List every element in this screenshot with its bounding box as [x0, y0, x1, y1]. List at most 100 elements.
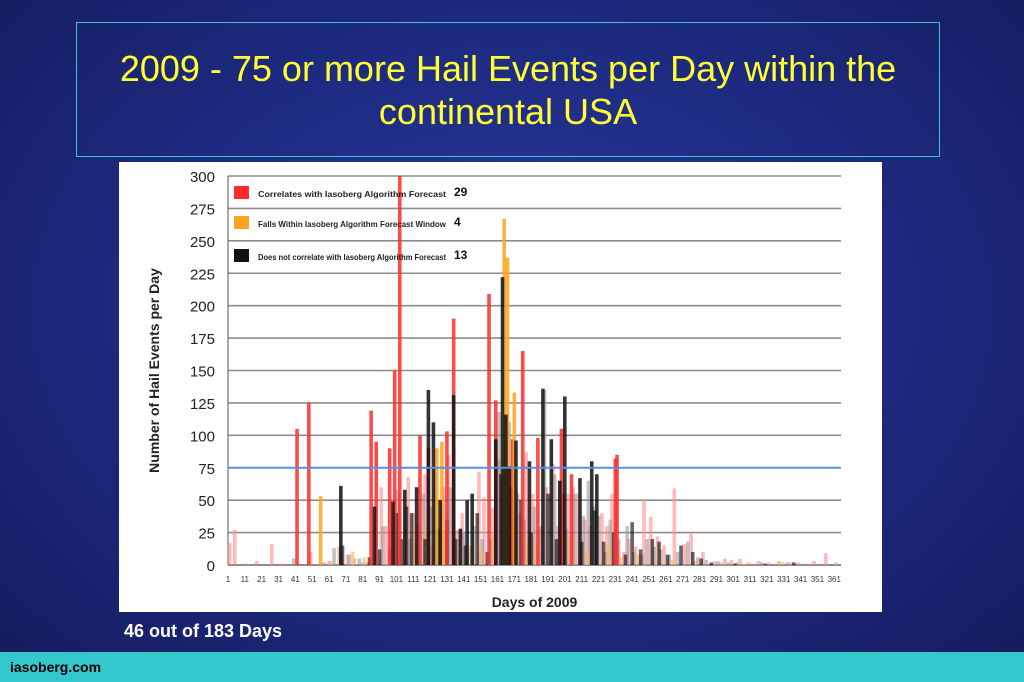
x-tick-label: 341 [794, 575, 808, 584]
bar [650, 539, 655, 565]
bar [670, 559, 675, 565]
bar [788, 562, 793, 565]
bar [421, 493, 426, 565]
bar [771, 563, 776, 565]
bar [595, 474, 599, 565]
bar [719, 562, 724, 565]
y-tick-label: 0 [207, 558, 215, 575]
bar [657, 541, 661, 565]
bar [776, 561, 781, 565]
legend-swatch [234, 186, 249, 199]
x-tick-label: 271 [676, 575, 690, 584]
y-tick-label: 200 [190, 299, 215, 316]
bar [328, 561, 333, 565]
legend-count: 13 [454, 248, 468, 262]
bar [244, 563, 249, 565]
bar [749, 563, 754, 565]
bar [438, 500, 442, 565]
bar [431, 422, 436, 565]
y-tick-label: 275 [190, 201, 215, 218]
bar [532, 506, 537, 565]
bar [586, 480, 591, 565]
bar [685, 541, 690, 565]
bar [350, 552, 355, 565]
footer-bar: iasoberg.com [0, 652, 1024, 682]
bar [524, 452, 528, 565]
bar [569, 474, 574, 565]
x-tick-label: 71 [341, 575, 350, 584]
x-tick-label: 261 [659, 575, 673, 584]
bar [638, 549, 643, 565]
x-tick-label: 11 [241, 575, 250, 584]
bar [426, 389, 431, 565]
bar [699, 558, 704, 565]
bar [482, 497, 486, 565]
bar [465, 500, 469, 565]
bar [797, 562, 801, 565]
bar [362, 557, 367, 565]
legend-count: 4 [454, 215, 461, 229]
x-tick-label: 361 [828, 575, 842, 584]
bar [573, 493, 577, 565]
x-tick-label: 311 [744, 575, 757, 584]
bar [606, 545, 611, 565]
bar [756, 561, 761, 565]
bar [369, 410, 373, 565]
y-tick-label: 125 [190, 396, 215, 413]
x-tick-label: 131 [440, 575, 454, 584]
bar [347, 554, 352, 565]
bar [696, 557, 700, 565]
x-tick-label: 41 [291, 575, 300, 584]
bar [601, 541, 606, 565]
bar [682, 544, 687, 565]
x-tick-label: 321 [760, 575, 774, 584]
legend-count: 29 [454, 185, 468, 199]
title-box: 2009 - 75 or more Hail Events per Day wi… [76, 22, 940, 157]
x-tick-label: 171 [508, 575, 522, 584]
x-tick-label: 221 [592, 575, 606, 584]
bar [391, 501, 395, 565]
x-tick-label: 101 [390, 575, 404, 584]
bar [615, 454, 619, 565]
bar [377, 549, 382, 565]
x-tick-label: 111 [407, 575, 420, 584]
bar [729, 559, 734, 565]
legend-label: Does not correlate with Iasoberg Algorit… [258, 252, 446, 262]
bar [792, 562, 796, 565]
bar [584, 549, 589, 565]
bar [807, 563, 811, 565]
bar [689, 533, 693, 565]
x-tick-label: 281 [693, 575, 707, 584]
x-tick-label: 211 [575, 575, 588, 584]
bar [552, 474, 557, 565]
bar [470, 493, 474, 565]
bar [387, 448, 392, 565]
x-tick-label: 91 [375, 575, 384, 584]
x-tick-label: 81 [358, 575, 367, 584]
bar [679, 545, 683, 565]
bar [546, 493, 550, 565]
bar [554, 539, 559, 565]
bar [541, 388, 545, 565]
x-tick-label: 121 [423, 575, 437, 584]
bar [507, 466, 512, 565]
bar [445, 431, 449, 565]
bar [475, 513, 480, 565]
bar [780, 562, 784, 565]
bar [372, 506, 377, 565]
bar [557, 480, 562, 565]
bar [818, 563, 823, 565]
x-tick-label: 201 [558, 575, 572, 584]
footer-website: iasoberg.com [10, 659, 102, 675]
bar [549, 439, 554, 565]
legend-label: Falls Within Iasoberg Algorithm Forecast… [258, 219, 446, 229]
bar [227, 542, 232, 565]
y-tick-label: 225 [190, 266, 215, 283]
x-tick-label: 31 [274, 575, 283, 584]
y-tick-label: 75 [198, 461, 215, 478]
bar [307, 402, 311, 565]
bar [500, 277, 505, 565]
bar [763, 563, 768, 565]
x-tick-label: 351 [811, 575, 825, 584]
x-tick-label: 241 [625, 575, 639, 584]
